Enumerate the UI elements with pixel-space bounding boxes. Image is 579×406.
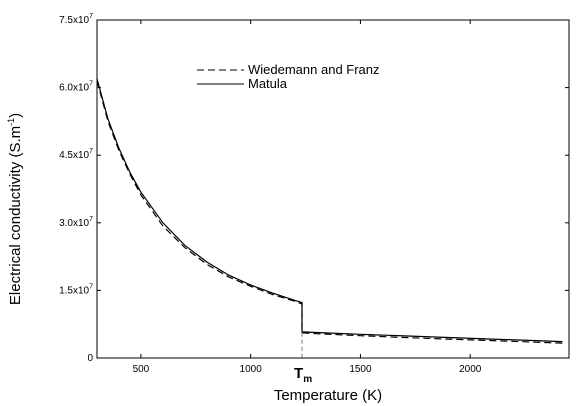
y-axis-title-sup: -1 <box>6 118 16 126</box>
y-tick-mantissa: 6.0x10 <box>59 83 89 94</box>
y-tick-exponent: 7 <box>89 216 93 223</box>
y-tick-label: 7.5x107 <box>59 13 93 26</box>
y-tick-mantissa: 1.5x10 <box>59 285 89 296</box>
x-tick-label: 500 <box>133 364 150 375</box>
y-tick-label: 0 <box>87 353 93 364</box>
y-tick-mantissa: 4.5x10 <box>59 150 89 161</box>
y-tick-label: 6.0x107 <box>59 81 93 94</box>
y-tick-exponent: 7 <box>89 81 93 88</box>
x-axis: 500 1000 1500 2000 <box>133 20 482 375</box>
melting-temperature-label: Tm <box>294 365 312 385</box>
y-tick-mantissa: 7.5x10 <box>59 15 89 26</box>
x-tick-label: 2000 <box>459 364 482 375</box>
y-tick-label: 3.0x107 <box>59 216 93 229</box>
y-axis-title: Electrical conductivity (S.m-1) <box>6 113 24 305</box>
y-tick-mantissa: 0 <box>87 353 93 364</box>
tm-subscript: m <box>303 374 312 385</box>
y-tick-exponent: 7 <box>89 148 93 155</box>
series-layer <box>96 78 563 344</box>
y-tick-exponent: 7 <box>89 13 93 20</box>
y-axis-title-close: ) <box>7 113 24 118</box>
x-tick-label: 1500 <box>349 364 372 375</box>
y-axis-title-main: Electrical conductivity (S.m <box>7 126 24 305</box>
legend-label-wiedemann-franz: Wiedemann and Franz <box>248 62 380 77</box>
legend: Wiedemann and Franz Matula <box>197 62 380 91</box>
y-tick-label: 1.5x107 <box>59 283 93 296</box>
x-axis-title: Temperature (K) <box>274 387 382 404</box>
x-tick-label: 1000 <box>240 364 263 375</box>
y-tick-mantissa: 3.0x10 <box>59 218 89 229</box>
series-line-wiedemann-and-franz <box>96 80 563 344</box>
y-tick-exponent: 7 <box>89 283 93 290</box>
legend-label-matula: Matula <box>248 76 288 91</box>
y-tick-label: 4.5x107 <box>59 148 93 161</box>
series-line-matula <box>96 78 563 343</box>
plot-frame <box>96 19 570 359</box>
tm-main: T <box>294 365 303 382</box>
